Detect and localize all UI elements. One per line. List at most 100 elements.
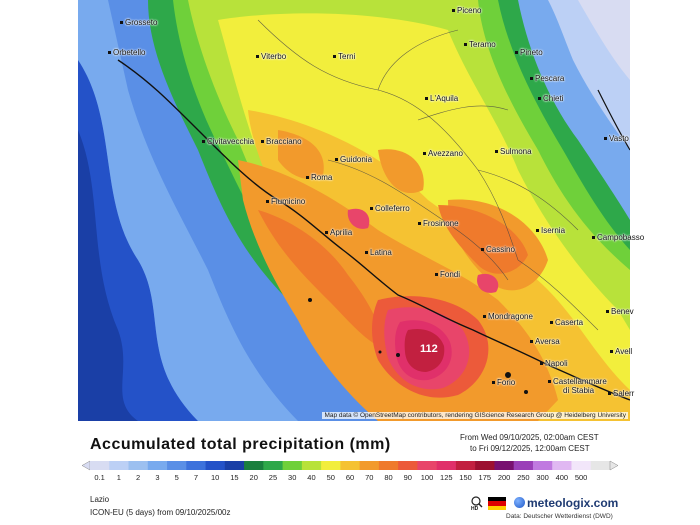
city-dot-icon (548, 380, 551, 384)
period-to: to Fri 09/12/2025, 12:00am CEST (470, 444, 590, 453)
legend-tick-label: 40 (307, 473, 315, 482)
brand-logo[interactable]: meteologix.com (514, 496, 618, 510)
city-dot-icon (202, 140, 205, 144)
city-label: Civitavecchia (202, 137, 254, 146)
city-name: Frosinone (423, 219, 459, 228)
city-dot-icon (370, 207, 373, 211)
legend-tick-label: 2 (136, 473, 140, 482)
legend-tick-label: 150 (459, 473, 472, 482)
legend-swatch (359, 461, 380, 470)
city-name: Piceno (457, 6, 482, 15)
legend-swatch (205, 461, 226, 470)
legend-tick-label: 100 (421, 473, 434, 482)
city-dot-icon (423, 152, 426, 156)
city-name: Pineto (520, 48, 543, 57)
period-from: From Wed 09/10/2025, 02:00am CEST (460, 433, 599, 442)
legend-tick-label: 70 (365, 473, 373, 482)
legend-swatch (263, 461, 283, 470)
city-label: Cassino (481, 245, 515, 254)
city-name: Terni (338, 52, 356, 61)
city-label: Bracciano (261, 137, 302, 146)
city-dot-icon (530, 77, 533, 81)
legend-tick-label: 80 (384, 473, 392, 482)
city-name: Guidonia (340, 155, 373, 164)
city-label: Forio (492, 378, 515, 387)
legend-swatch (109, 461, 129, 470)
city-label: Aprilia (325, 228, 352, 237)
city-dot-icon (538, 97, 541, 101)
city-name: Avell (615, 347, 633, 356)
city-name: Caserta (555, 318, 584, 327)
legend-tick-label: 15 (230, 473, 238, 482)
city-label: Avezzano (423, 149, 463, 158)
city-label: Fondi (435, 270, 460, 279)
city-dot-icon (256, 55, 259, 59)
city-dot-icon (261, 140, 264, 144)
legend-swatch (475, 461, 495, 470)
city-name: Castellammare (553, 377, 607, 386)
city-dot-icon (418, 222, 421, 226)
legend-tick-label: 500 (575, 473, 588, 482)
city-name: Sulmona (500, 147, 532, 156)
legend-swatch (321, 461, 341, 470)
hd-icon[interactable]: HD (470, 496, 484, 514)
city-label: L'Aquila (425, 94, 458, 103)
city-dot-icon (604, 137, 607, 141)
legend-tick-label: 400 (556, 473, 569, 482)
legend-swatch (436, 461, 457, 470)
city-name: Mondragone (488, 312, 533, 321)
city-label: Vasto (604, 134, 629, 143)
legend-tick-label: 10 (211, 473, 219, 482)
city-dot-icon (435, 273, 438, 277)
legend-swatch (167, 461, 187, 470)
city-dot-icon (492, 381, 495, 385)
legend-swatch (494, 461, 515, 470)
city-label: Isernia (536, 226, 565, 235)
precipitation-map[interactable] (78, 0, 630, 421)
legend-left-arrow (81, 460, 91, 471)
city-name: Pescara (535, 74, 565, 83)
legend-swatch (282, 461, 303, 470)
city-dot-icon (550, 321, 553, 325)
city-name: Bracciano (266, 137, 302, 146)
legend-swatch (571, 461, 592, 470)
legend-tick-label: 300 (536, 473, 549, 482)
city-name: Benev (611, 307, 634, 316)
city-name: Isernia (541, 226, 566, 235)
city-label: Viterbo (256, 52, 286, 61)
legend-tick-label: 0.1 (94, 473, 104, 482)
city-dot-icon (120, 21, 123, 25)
city-name: Roma (311, 173, 333, 182)
city-label: Mondragone (483, 312, 533, 321)
city-label: Aversa (530, 337, 560, 346)
city-dot-icon (266, 200, 269, 204)
city-name: Colleferro (375, 204, 410, 213)
legend-tick-label: 60 (346, 473, 354, 482)
city-label: Fiumicino (266, 197, 305, 206)
legend-tick-label: 250 (517, 473, 530, 482)
city-name: Aversa (535, 337, 560, 346)
legend-tick-label: 175 (479, 473, 492, 482)
city-name: Latina (370, 248, 392, 257)
legend-swatch (340, 461, 361, 470)
city-name: Chieti (543, 94, 564, 103)
city-name: L'Aquila (430, 94, 459, 103)
city-dot-icon (425, 97, 428, 101)
legend-tick-label: 200 (498, 473, 511, 482)
city-dot-icon (333, 55, 336, 59)
city-label: Guidonia (335, 155, 372, 164)
legend-swatch (552, 461, 572, 470)
legend-tick-label: 5 (175, 473, 179, 482)
legend-tick-label: 125 (440, 473, 453, 482)
map-attribution: Map data © OpenStreetMap contributors, r… (322, 412, 628, 419)
city-label: Caserta (550, 318, 583, 327)
city-dot-icon (306, 176, 309, 180)
city-name: di Stabia (563, 386, 595, 395)
city-label: Latina (365, 248, 392, 257)
legend-swatch (590, 461, 611, 470)
legend-scale: 0.1 1 2 3 5 7 10 15 20 25 30 40 50 60 70 80 90 100 125 150 1… (81, 460, 619, 482)
city-label: Chieti (538, 94, 563, 103)
city-label: Terni (333, 52, 355, 61)
city-dot-icon (606, 310, 609, 314)
map-title: Accumulated total precipitation (mm) (90, 436, 391, 453)
